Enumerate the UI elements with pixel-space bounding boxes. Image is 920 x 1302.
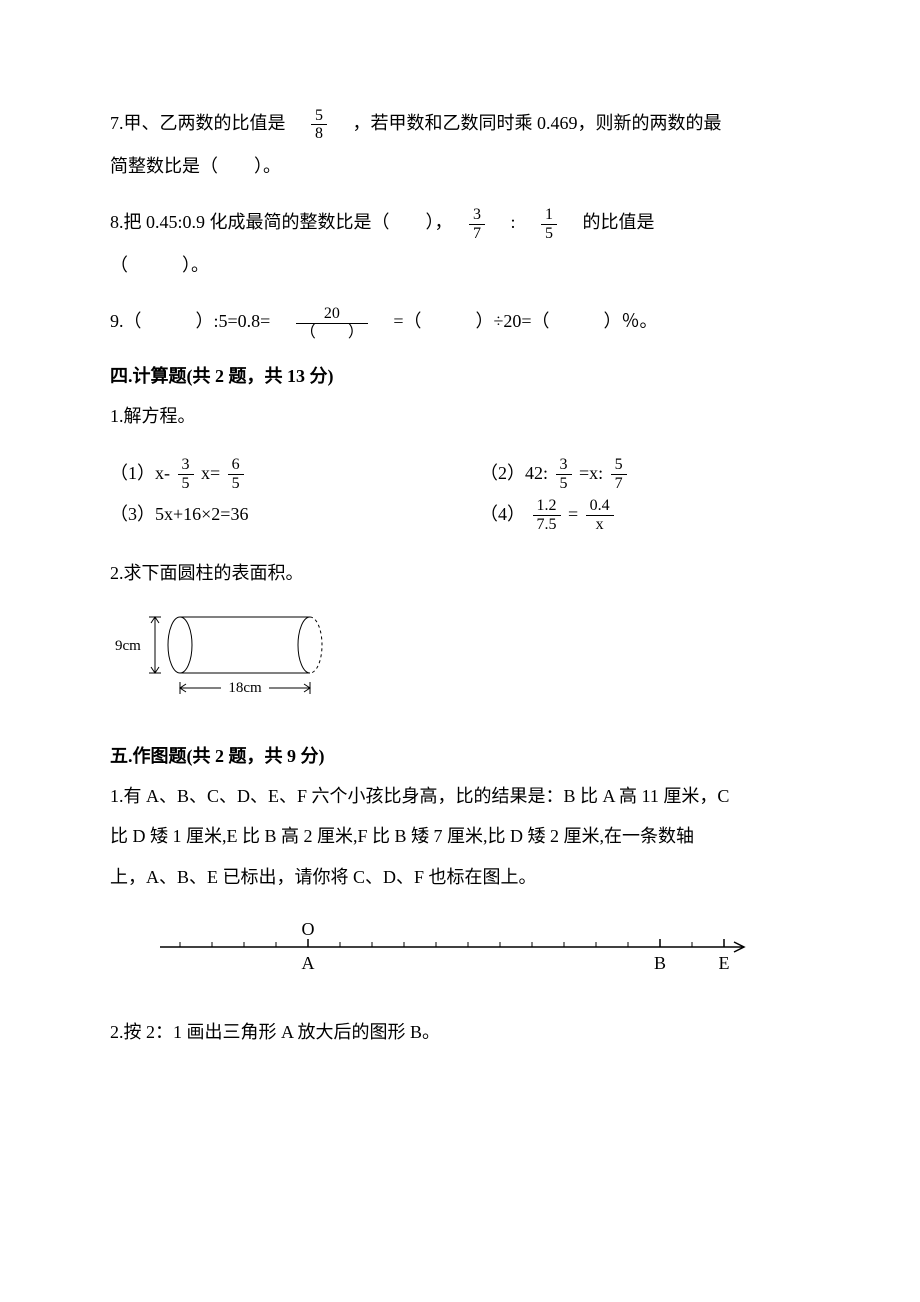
eq1a-f1: 3 5 xyxy=(178,456,194,492)
q8-f1: 3 7 xyxy=(469,206,485,242)
q7-line2: 简整数比是（ ）。 xyxy=(110,149,810,183)
numline-figure: OA B E xyxy=(110,912,810,993)
sec5-q1a: 1.有 A、B、C、D、E、F 六个小孩比身高，比的结果是：B 比 A 高 11… xyxy=(110,779,810,813)
q8-f2: 1 5 xyxy=(541,206,557,242)
eq-row2: （3）5x+16×2=36 （4） 1.2 7.5 = 0.4 x xyxy=(110,497,810,534)
eq2a: （3）5x+16×2=36 xyxy=(110,497,440,534)
q8-line1: 8.把 0.45:0.9 化成最简的整数比是（ ）， 3 7 : 1 5 的比值… xyxy=(110,205,810,242)
q9: 9.（ ）:5=0.8= 20 （ ） =（ ）÷20=（ ）％。 xyxy=(110,304,810,341)
q8-post: 的比值是 xyxy=(565,212,655,232)
q9-post: =（ ）÷20=（ ）％。 xyxy=(375,311,657,331)
eq1b-f2: 5 7 xyxy=(611,456,627,492)
sec5-title: 五.作图题(共 2 题，共 9 分) xyxy=(110,739,810,773)
q8-line2: （ ）。 xyxy=(110,248,810,282)
sec4-title: 四.计算题(共 2 题，共 13 分) xyxy=(110,359,810,393)
q7-frac: 5 8 xyxy=(311,107,327,143)
svg-text:18cm: 18cm xyxy=(228,680,262,696)
svg-text:A: A xyxy=(302,953,315,973)
cylinder-figure: 9cm 18cm xyxy=(110,600,810,721)
sec5-q1c: 上，A、B、E 已标出，请你将 C、D、F 也标在图上。 xyxy=(110,860,810,894)
sec4-q2: 2.求下面圆柱的表面积。 xyxy=(110,556,810,590)
q8-pre: 8.把 0.45:0.9 化成最简的整数比是（ ）， xyxy=(110,212,462,232)
sec5-q2: 2.按 2：1 画出三角形 A 放大后的图形 B。 xyxy=(110,1015,810,1049)
eq1b: （2）42: 3 5 =x: 5 7 xyxy=(480,456,810,493)
q7-line1: 7.甲、乙两数的比值是 5 8 ，若甲数和乙数同时乘 0.469，则新的两数的最 xyxy=(110,106,810,143)
eq2b-r: 0.4 x xyxy=(586,497,614,533)
eq1b-f1: 3 5 xyxy=(556,456,572,492)
q7-mid: ，若甲数和乙数同时乘 0.469，则新的两数的最 xyxy=(335,113,722,133)
sec5-q1b: 比 D 矮 1 厘米,E 比 B 高 2 厘米,F 比 B 矮 7 厘米,比 D… xyxy=(110,819,810,853)
q7-pre: 7.甲、乙两数的比值是 xyxy=(110,113,304,133)
eq1a: （1）x- 3 5 x= 6 5 xyxy=(110,456,440,493)
svg-text:O: O xyxy=(302,919,315,939)
svg-text:9cm: 9cm xyxy=(115,638,141,654)
svg-text:B: B xyxy=(654,953,666,973)
eq2b-l: 1.2 7.5 xyxy=(533,497,561,533)
eq2b: （4） 1.2 7.5 = 0.4 x xyxy=(480,497,810,534)
numline-svg: OA B E xyxy=(150,912,770,982)
q8-gap: : xyxy=(493,212,534,232)
sec4-q1: 1.解方程。 xyxy=(110,399,810,433)
q9-pre: 9.（ ）:5=0.8= xyxy=(110,311,288,331)
q9-frac: 20 （ ） xyxy=(296,305,368,341)
cylinder-svg: 9cm 18cm xyxy=(110,600,340,710)
eq1a-f2: 6 5 xyxy=(228,456,244,492)
eq-row1: （1）x- 3 5 x= 6 5 （2）42: 3 5 =x: 5 7 xyxy=(110,456,810,493)
svg-text:E: E xyxy=(719,953,730,973)
